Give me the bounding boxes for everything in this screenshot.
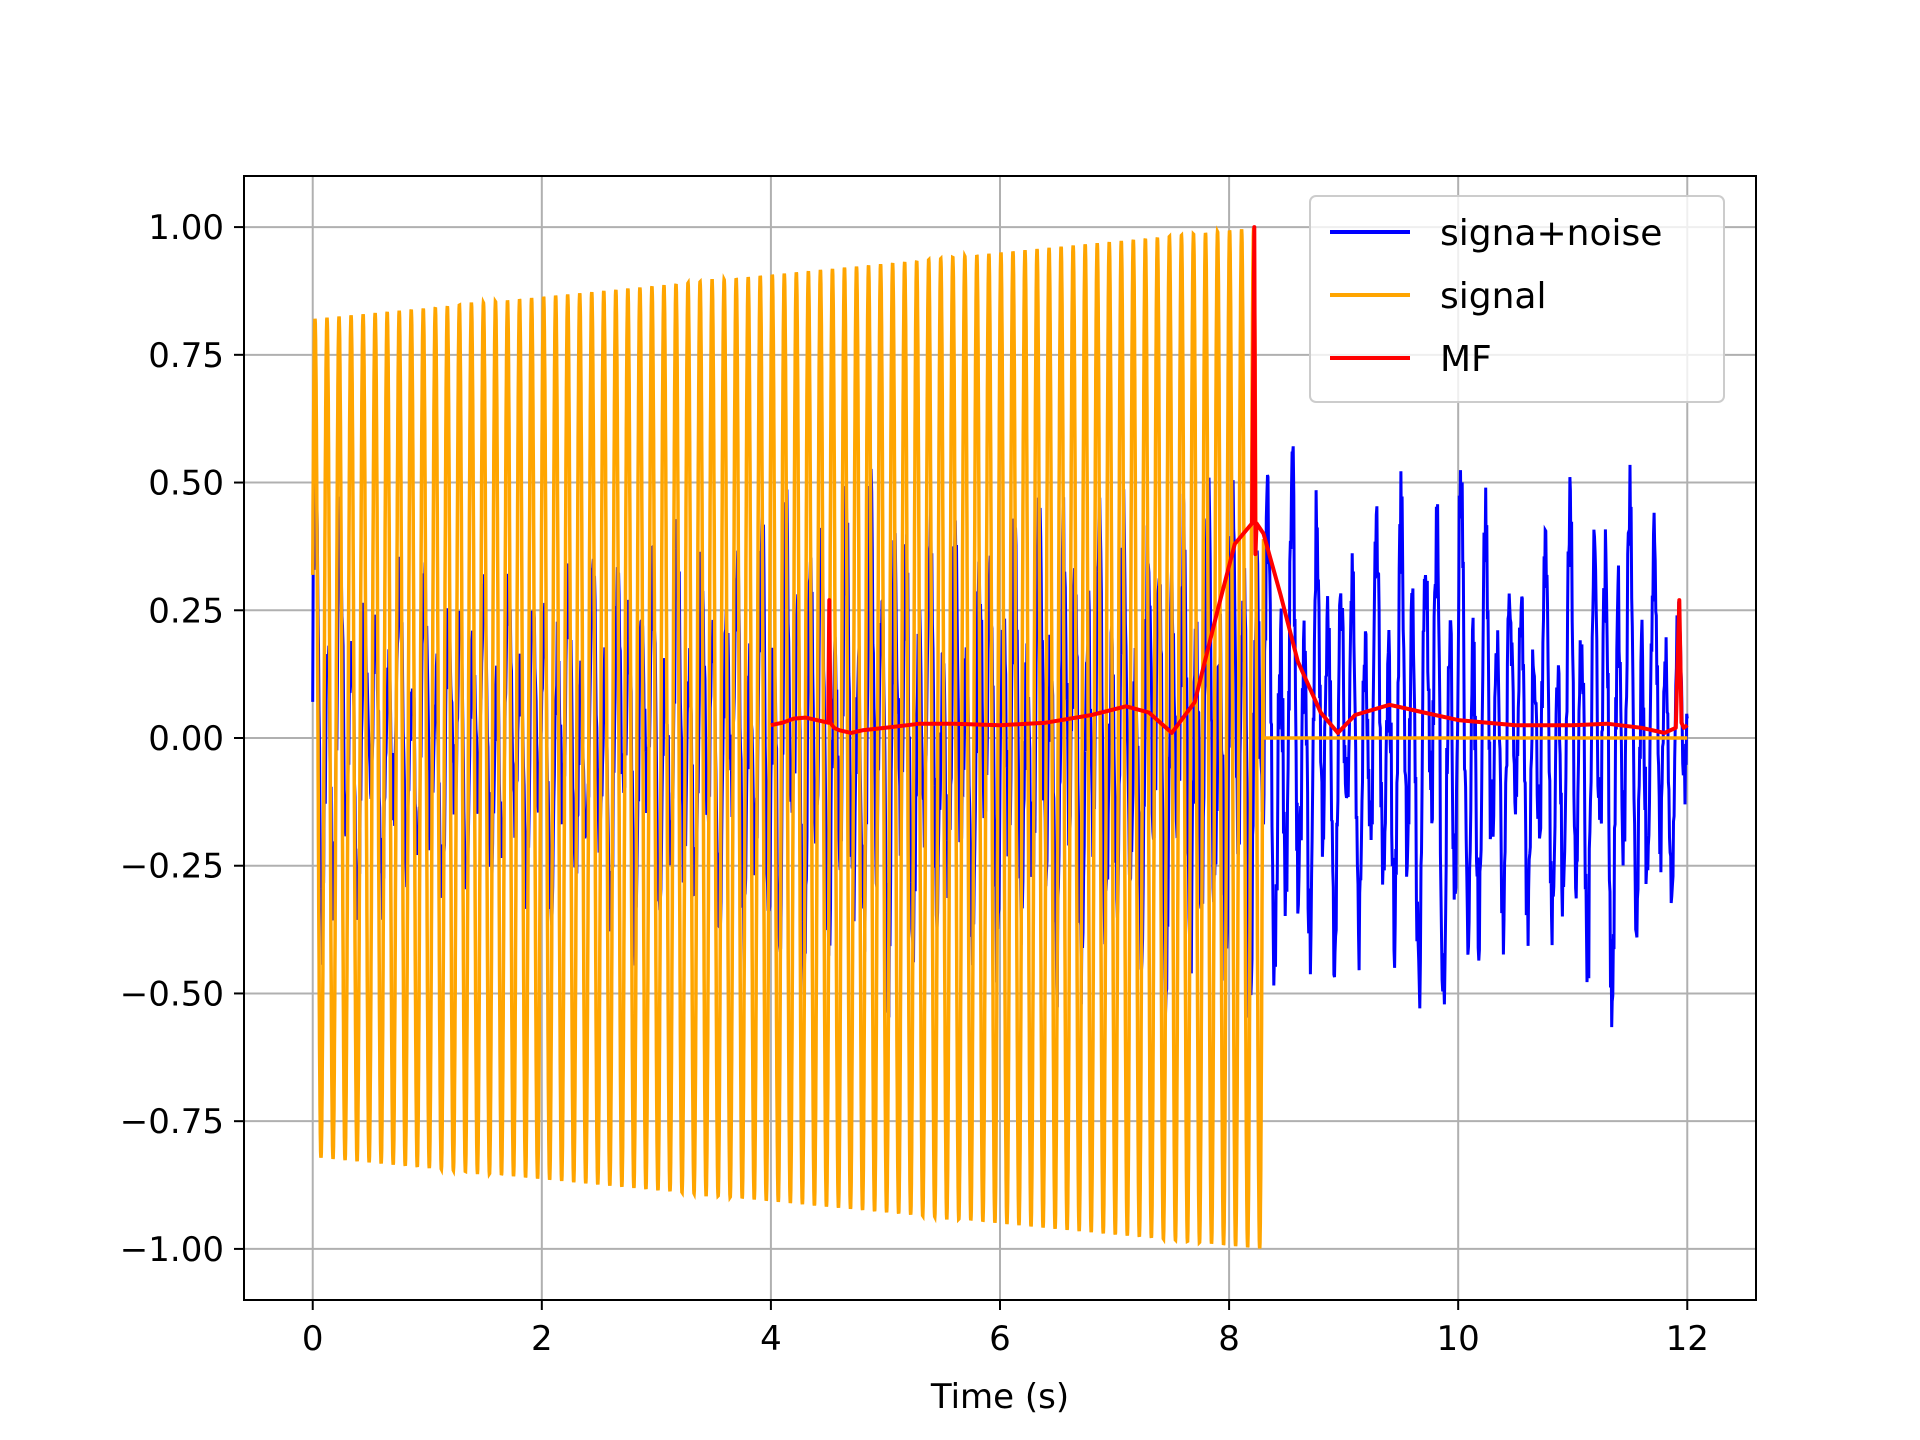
series-line-signal [310, 225, 1688, 1249]
x-tick-label: 6 [989, 1319, 1011, 1359]
legend-label: signa+noise [1440, 213, 1662, 254]
series-line-mf [770, 225, 1689, 735]
x-tick-label: 8 [1218, 1319, 1240, 1359]
y-tick-label: −0.50 [120, 974, 224, 1014]
y-tick-label: 0.75 [148, 336, 224, 376]
legend-box [1309, 195, 1725, 403]
x-tick-label: 0 [302, 1319, 324, 1359]
legend-label: MF [1440, 339, 1492, 380]
y-tick-label: 0.00 [148, 719, 224, 759]
ticks: 0 2 4 6 8 10 12 1.00 0.75 0.50 0.25 0.00 −0.25 −0.50 −… [120, 208, 1709, 1359]
x-tick-label: 4 [760, 1319, 782, 1359]
y-tick-label: 0.50 [148, 464, 224, 504]
legend-label: signal [1440, 276, 1547, 317]
x-tick-label: 10 [1437, 1319, 1480, 1359]
y-tick-label: 0.25 [148, 591, 224, 631]
x-tick-label: 2 [531, 1319, 553, 1359]
legend: signa+noise signal MF [1309, 195, 1725, 403]
x-axis-label: Time (s) [930, 1377, 1069, 1417]
x-tick-label: 12 [1666, 1319, 1709, 1359]
y-tick-label: −0.25 [120, 847, 224, 887]
plot-area [310, 225, 1689, 1249]
y-tick-label: 1.00 [148, 208, 224, 248]
y-tick-label: −0.75 [120, 1102, 224, 1142]
y-tick-label: −1.00 [120, 1230, 224, 1270]
